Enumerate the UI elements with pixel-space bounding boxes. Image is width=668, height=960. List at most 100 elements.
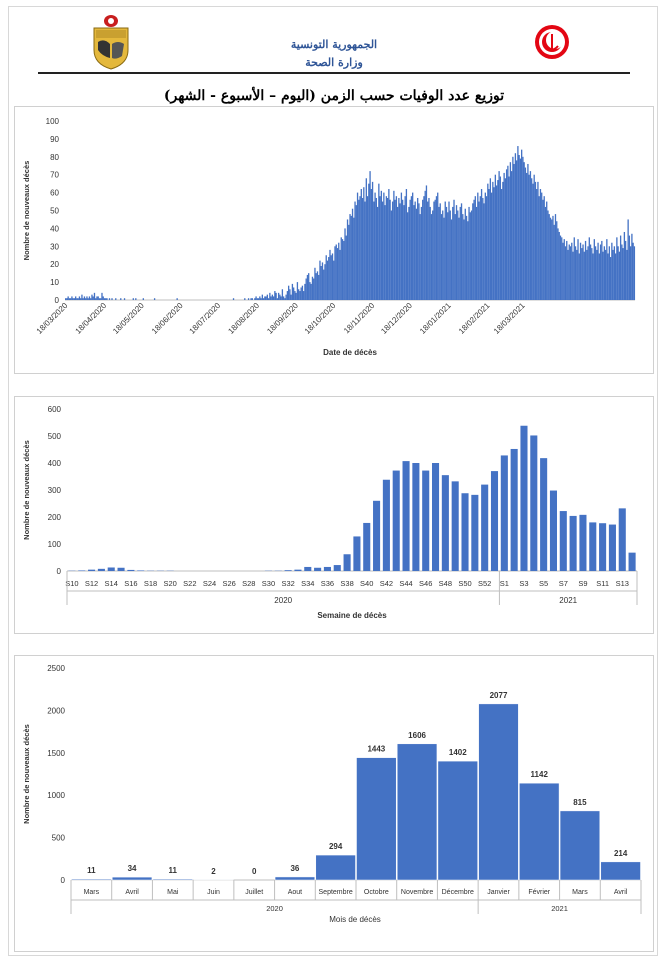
weekly-bar (382, 479, 390, 571)
weekly-bar (97, 568, 105, 571)
daily-bar (607, 253, 609, 300)
daily-bar (386, 197, 389, 300)
daily-bar (561, 237, 563, 300)
monthly-data-label: 34 (128, 864, 137, 873)
daily-x-tick-label: 18/03/2020 (35, 301, 70, 336)
daily-bar (390, 210, 393, 300)
daily-bar (631, 233, 633, 300)
daily-bar (592, 253, 594, 300)
monthly-bar (396, 743, 438, 881)
weekly-bar (618, 508, 626, 571)
weekly-bar (589, 522, 597, 571)
daily-bar (606, 239, 608, 300)
daily-bar (546, 201, 548, 300)
daily-bar (613, 246, 616, 300)
daily-bar (479, 196, 481, 300)
daily-bar (341, 239, 344, 300)
weekly-bar (117, 567, 125, 571)
daily-bar (507, 165, 509, 300)
monthly-y-tick-label: 0 (61, 876, 66, 885)
daily-bar (588, 237, 590, 300)
monthly-x-tick-label: Décembre (442, 889, 474, 896)
daily-bar (559, 235, 562, 300)
daily-y-tick-label: 60 (50, 189, 59, 198)
daily-bar (549, 217, 552, 300)
weekly-y-tick-label: 400 (48, 459, 62, 468)
daily-bar (251, 298, 253, 300)
daily-bar (340, 237, 342, 300)
monthly-y-tick-label: 2500 (47, 664, 65, 673)
monthly-data-label: 0 (252, 867, 257, 876)
daily-bar (599, 244, 602, 300)
weekly-x-tick-label: S40 (360, 579, 373, 588)
daily-bar (589, 244, 592, 300)
daily-bar (417, 197, 419, 300)
daily-bar (424, 190, 426, 300)
daily-y-tick-label: 20 (50, 260, 59, 269)
daily-bar (594, 246, 597, 300)
daily-bar (470, 210, 473, 300)
daily-bar (522, 156, 524, 300)
daily-bar (284, 298, 286, 300)
document-header: الجمهورية التونسية وزارة الصحة (0, 0, 668, 80)
daily-x-tick-label: 18/03/2021 (492, 301, 527, 336)
weekly-bar (412, 463, 420, 571)
daily-bar (510, 171, 513, 300)
daily-bar (83, 296, 86, 300)
daily-bar (393, 190, 395, 300)
daily-bar (457, 210, 459, 300)
daily-bar (270, 296, 272, 300)
daily-bar (326, 260, 329, 300)
daily-bar (328, 257, 330, 300)
daily-bar (354, 201, 356, 300)
daily-bar (318, 274, 320, 300)
daily-bar (274, 291, 276, 300)
daily-bar (313, 278, 315, 300)
weekly-year-label: 2021 (559, 596, 577, 605)
daily-bar (498, 171, 500, 300)
daily-bar (355, 205, 357, 300)
monthly-y-tick-label: 1500 (47, 749, 65, 758)
daily-bar (423, 196, 425, 300)
daily-bar (293, 287, 295, 300)
daily-bar (494, 174, 497, 300)
daily-bar (371, 181, 374, 300)
weekly-bar (402, 461, 410, 571)
daily-bar (244, 298, 246, 300)
daily-bar (407, 212, 409, 300)
weekly-bar (373, 500, 381, 571)
daily-bar (336, 248, 339, 300)
daily-bar (442, 210, 444, 300)
daily-bar (621, 244, 623, 300)
daily-bar (558, 231, 560, 300)
weekly-bar (490, 471, 499, 571)
daily-bar (303, 291, 305, 300)
daily-bar (311, 276, 314, 300)
weekly-y-tick-label: 600 (48, 405, 62, 414)
daily-bar (616, 237, 618, 300)
daily-bar (515, 160, 518, 300)
daily-bar (96, 296, 98, 300)
daily-bar (339, 249, 341, 300)
daily-bar (573, 237, 575, 300)
daily-bar (518, 155, 520, 300)
weekly-bar (284, 570, 292, 571)
daily-bar (489, 178, 491, 300)
daily-bar (532, 183, 534, 300)
daily-bar (587, 246, 589, 300)
daily-bar (282, 296, 285, 300)
weekly-x-tick-label: S46 (419, 579, 432, 588)
daily-bar (539, 189, 542, 300)
weekly-y-tick-label: 500 (48, 432, 62, 441)
daily-bar (100, 298, 102, 300)
daily-bar (306, 274, 309, 300)
daily-bar (395, 196, 398, 300)
daily-bar (361, 197, 364, 300)
daily-bar (538, 196, 540, 300)
daily-bar (459, 206, 461, 300)
weekly-x-tick-label: S24 (203, 579, 216, 588)
daily-bar (75, 296, 77, 300)
daily-bar (475, 206, 478, 300)
daily-bar (381, 201, 384, 300)
weekly-bar (540, 458, 548, 571)
